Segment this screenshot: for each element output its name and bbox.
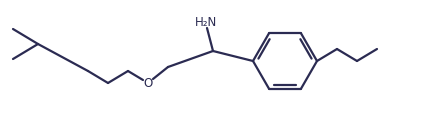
Text: O: O: [143, 77, 153, 90]
Text: H₂N: H₂N: [195, 15, 217, 28]
